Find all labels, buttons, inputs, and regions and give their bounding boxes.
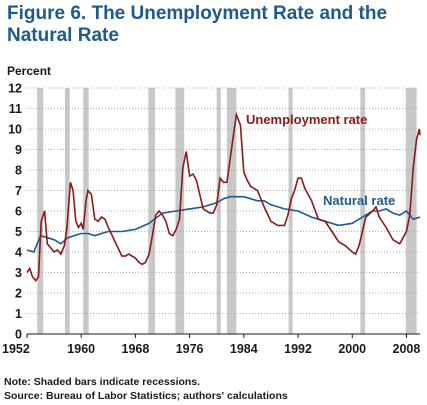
y-tick-0: 0 <box>15 328 22 342</box>
recession-bar-3 <box>148 88 156 334</box>
grid-lines <box>27 87 420 314</box>
y-tick-5: 5 <box>15 225 22 239</box>
recession-bar-1 <box>64 88 70 334</box>
figure-title: Figure 6. The Unemployment Rate and the … <box>7 3 388 46</box>
recession-bar-5 <box>216 88 221 334</box>
y-tick-9: 9 <box>15 143 22 157</box>
y-tick-7: 7 <box>15 184 22 198</box>
x-tick-1952: 1952 <box>2 342 30 356</box>
recession-bar-2 <box>83 88 89 334</box>
y-tick-12: 12 <box>8 82 22 96</box>
x-tick-1984: 1984 <box>230 342 258 356</box>
x-tick-2008: 2008 <box>393 342 421 356</box>
natural-rate-label: Natural rate <box>323 193 395 208</box>
unemployment-rate-label: Unemployment rate <box>246 112 367 127</box>
note-recessions: Note: Shaded bars indicate recessions. <box>4 376 201 388</box>
x-tick-2000: 2000 <box>338 342 366 356</box>
y-axis-label: Percent <box>7 64 52 78</box>
recession-bar-0 <box>37 88 44 334</box>
y-tick-3: 3 <box>15 266 22 280</box>
y-tick-11: 11 <box>9 102 22 116</box>
y-tick-8: 8 <box>15 164 22 178</box>
x-tick-1976: 1976 <box>176 342 204 356</box>
y-tick-2: 2 <box>15 287 22 301</box>
recession-bar-8 <box>360 88 366 334</box>
y-tick-10: 10 <box>8 123 22 137</box>
recession-bar-7 <box>288 88 293 334</box>
y-tick-1: 1 <box>15 307 22 321</box>
y-tick-6: 6 <box>15 205 22 219</box>
figure-notes: Note: Shaded bars indicate recessions. S… <box>4 375 288 403</box>
x-tick-1992: 1992 <box>284 342 312 356</box>
x-tick-labels: 1952 1960 1968 1976 1984 1992 2000 2008 <box>2 334 420 356</box>
y-tick-4: 4 <box>15 246 22 260</box>
unemployment-rate-line <box>26 111 421 283</box>
x-tick-1960: 1960 <box>67 342 95 356</box>
x-tick-1968: 1968 <box>122 342 150 356</box>
note-source: Source: Bureau of Labor Statistics; auth… <box>4 390 288 402</box>
